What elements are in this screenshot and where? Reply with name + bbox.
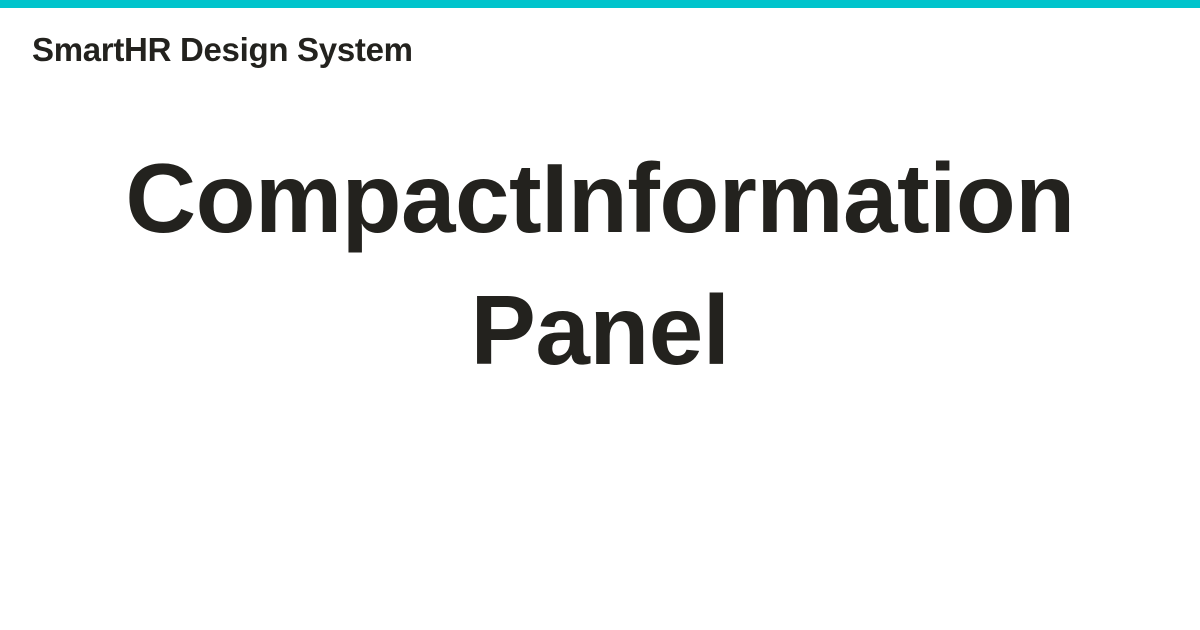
brand-name: SmartHR Design System bbox=[32, 31, 413, 68]
page-title-line-2: Panel bbox=[470, 275, 730, 385]
page-title: CompactInformation Panel bbox=[0, 132, 1200, 396]
page-title-line-1: CompactInformation bbox=[125, 143, 1075, 253]
accent-bar bbox=[0, 0, 1200, 8]
